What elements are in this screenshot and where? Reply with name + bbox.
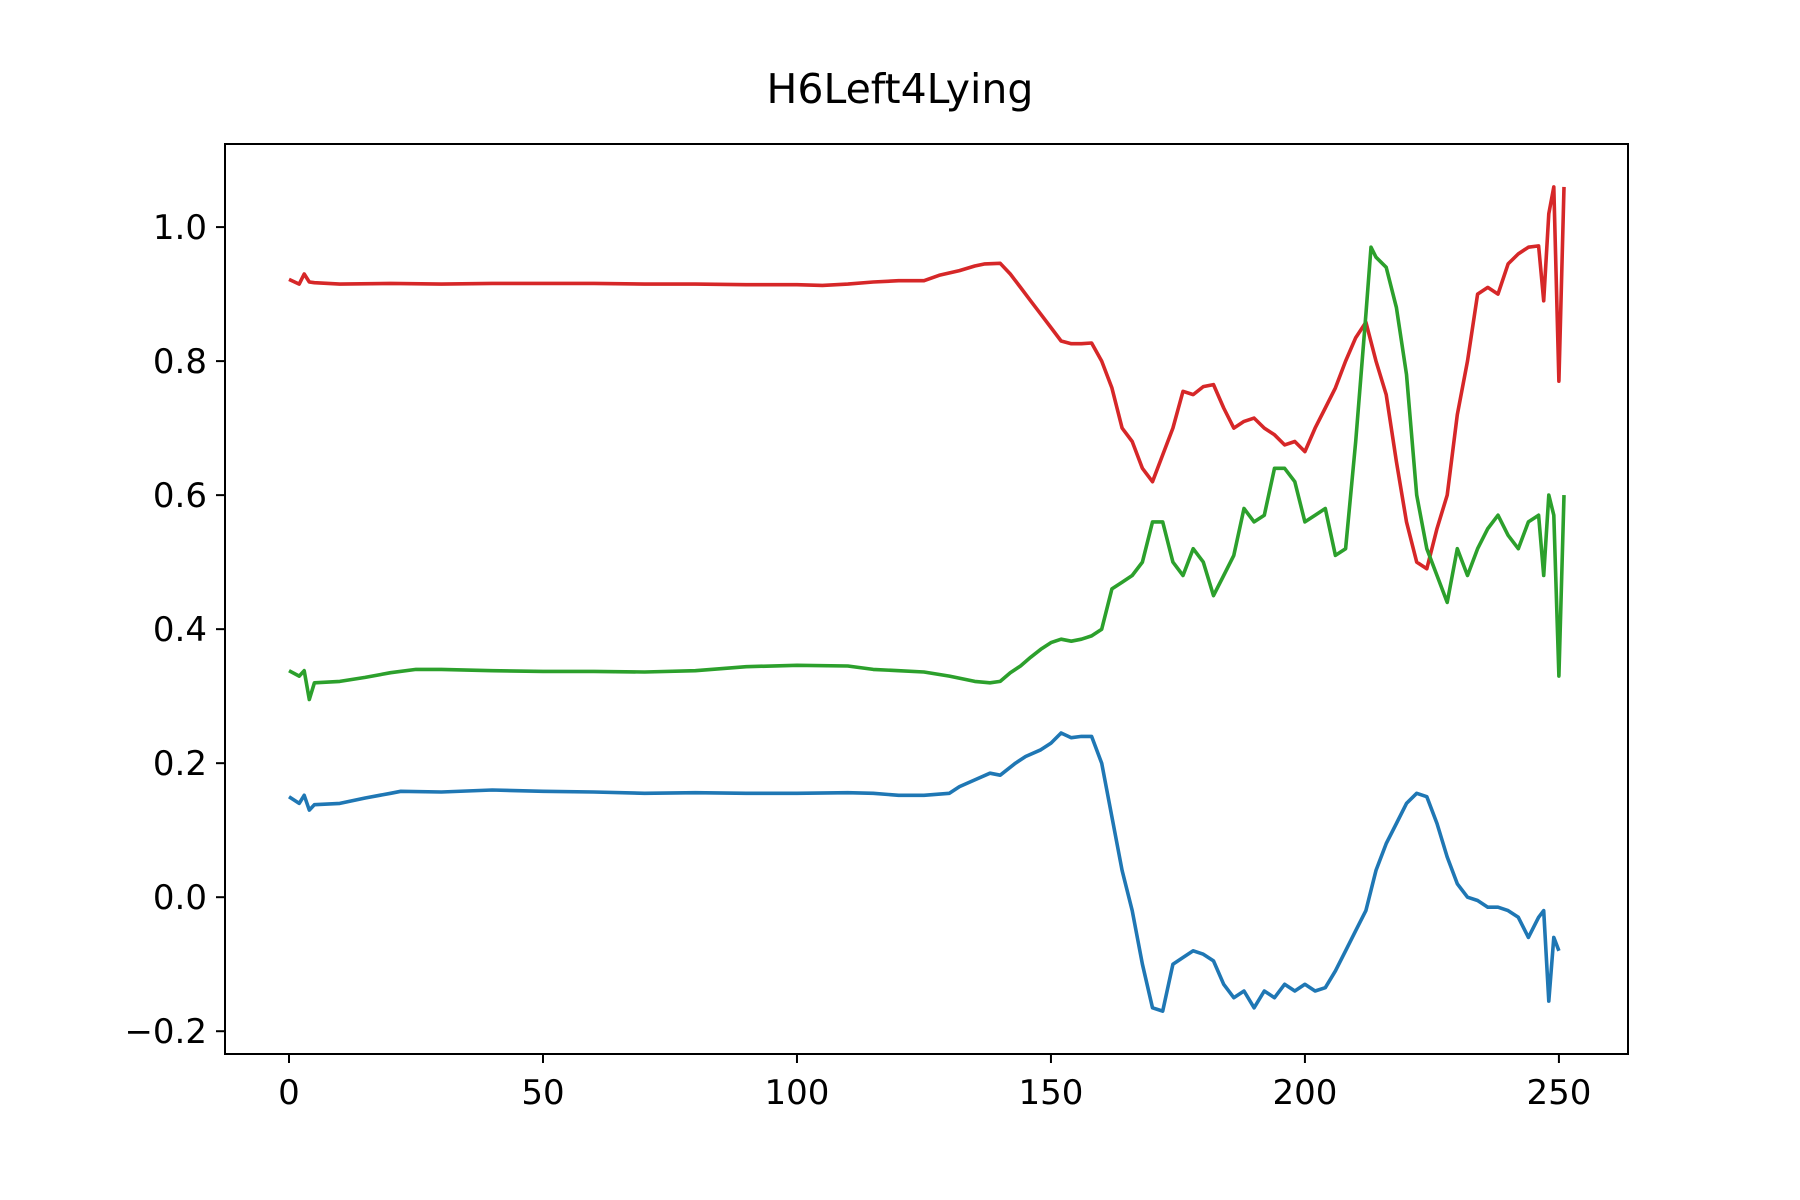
plot-lines	[288, 185, 1566, 1013]
x-tick-label: 150	[1018, 1073, 1083, 1113]
y-axis: −0.2 0.0 0.2 0.4 0.6 0.8 1.0	[124, 208, 225, 1052]
series-line-1	[288, 731, 1561, 1013]
x-axis: 0 50 100 150 200 250	[278, 1054, 1591, 1113]
x-tick-label: 250	[1526, 1073, 1591, 1113]
series-line-2	[288, 185, 1566, 571]
x-tick-label: 50	[521, 1073, 564, 1113]
y-tick-label: 1.0	[153, 208, 207, 248]
x-tick-label: 200	[1272, 1073, 1337, 1113]
y-tick-label: 0.4	[153, 610, 207, 650]
y-tick-label: 0.2	[153, 744, 207, 784]
plot-frame	[224, 143, 1629, 1055]
y-tick-label: 0.6	[153, 476, 207, 516]
chart-title: H6Left4Lying	[767, 65, 1034, 113]
series-line-3	[288, 245, 1566, 702]
x-tick-label: 100	[765, 1073, 830, 1113]
y-tick-label: 0.0	[153, 878, 207, 918]
x-tick-label: 0	[278, 1073, 300, 1113]
y-tick-label: −0.2	[124, 1012, 207, 1052]
y-tick-label: 0.8	[153, 342, 207, 382]
